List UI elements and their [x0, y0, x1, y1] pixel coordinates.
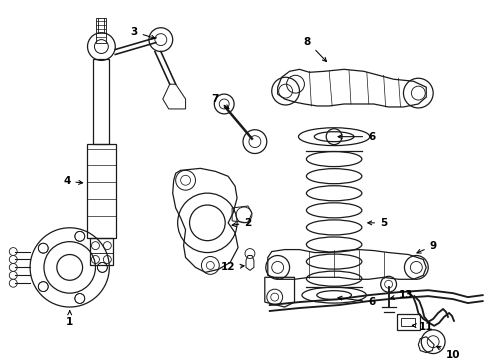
- Bar: [94, 59, 109, 144]
- Text: 11: 11: [412, 322, 434, 332]
- Text: 12: 12: [221, 262, 244, 273]
- Bar: [90, 253, 113, 265]
- Bar: [97, 18, 106, 42]
- Text: 3: 3: [130, 27, 155, 39]
- Text: 6: 6: [338, 296, 375, 307]
- Text: 9: 9: [417, 240, 437, 253]
- Text: 7: 7: [212, 94, 229, 109]
- Text: 10: 10: [437, 346, 460, 360]
- Text: 2: 2: [232, 218, 251, 228]
- Circle shape: [9, 256, 17, 264]
- Bar: [87, 144, 116, 238]
- Text: 4: 4: [63, 176, 83, 186]
- Bar: [90, 238, 113, 265]
- Text: 6: 6: [338, 132, 375, 142]
- Text: 1: 1: [66, 311, 74, 327]
- Circle shape: [9, 279, 17, 287]
- Text: 5: 5: [368, 218, 387, 228]
- Text: 8: 8: [304, 37, 326, 62]
- Circle shape: [9, 271, 17, 279]
- Circle shape: [9, 264, 17, 271]
- Circle shape: [9, 248, 17, 256]
- Text: 13: 13: [391, 290, 414, 300]
